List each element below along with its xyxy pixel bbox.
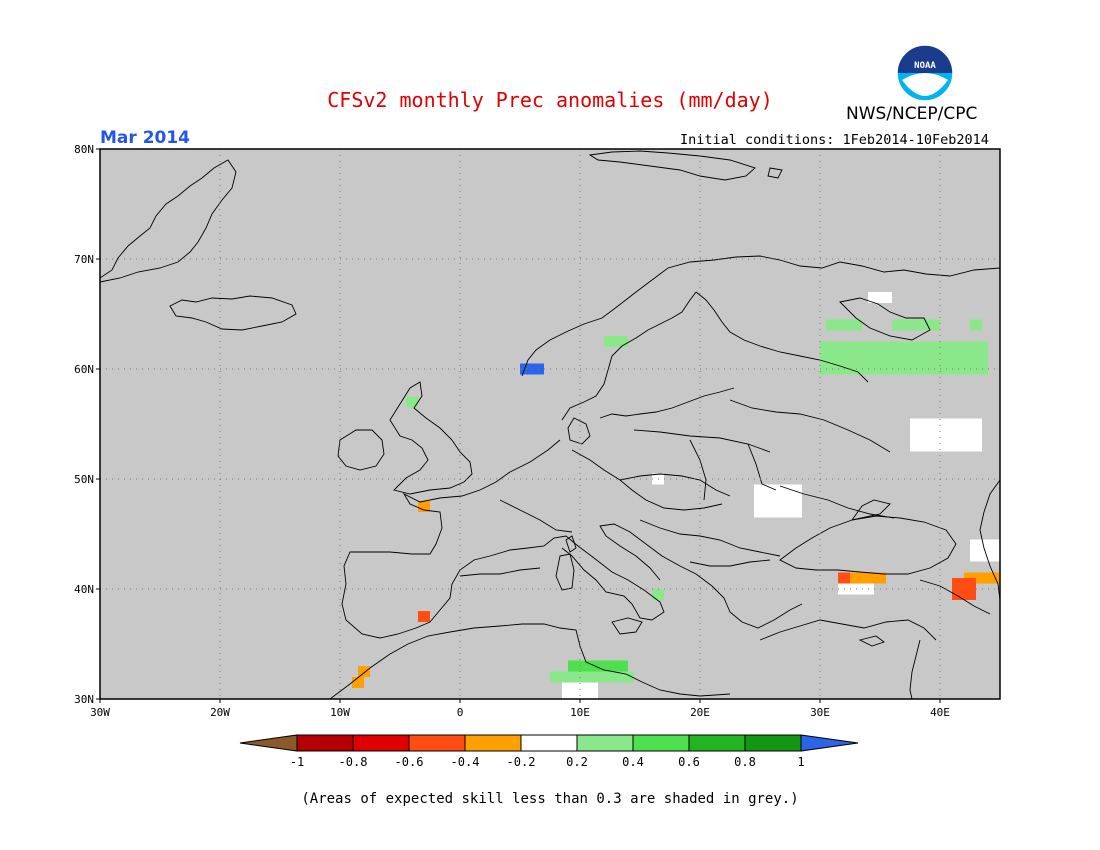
anomaly-cell [964, 572, 1000, 584]
anomaly-cell [754, 484, 802, 518]
lon-label: 30W [90, 706, 110, 719]
lon-label: 0 [457, 706, 464, 719]
anomaly-cell [418, 611, 430, 622]
anomaly-cell [406, 396, 418, 408]
graticule [100, 149, 1000, 699]
colorbar [239, 734, 859, 752]
colorbar-tick-label: 0.4 [622, 755, 644, 769]
longitude-labels: 30W 20W 10W 0 10E 20E 30E 40E [90, 699, 950, 719]
anomaly-cell [352, 677, 364, 688]
colorbar-labels: -1 -0.8 -0.6 -0.4 -0.2 0.2 0.4 0.6 0.8 1 [290, 755, 805, 769]
anomaly-cell [358, 666, 370, 677]
logo-text: NOAA [914, 61, 936, 71]
latitude-labels: 80N 70N 60N 50N 40N 30N [74, 143, 100, 706]
colorbar-box [296, 734, 354, 752]
agency-label: NWS/NCEP/CPC [846, 104, 978, 124]
colorbar-tick-label: 0.2 [566, 755, 588, 769]
anomaly-cell [418, 501, 430, 512]
colorbar-box [520, 734, 578, 752]
anomaly-cell [970, 319, 982, 331]
map-background [100, 149, 1000, 699]
colorbar-box [352, 734, 410, 752]
colorbar-box [408, 734, 466, 752]
colorbar-box [744, 734, 802, 752]
lon-label: 30E [810, 706, 830, 719]
anomaly-cell [550, 671, 634, 683]
colorbar-box [576, 734, 634, 752]
map-title: CFSv2 monthly Prec anomalies (mm/day) [327, 88, 773, 112]
colorbar-tick-label: -1 [290, 755, 304, 769]
lon-label: 10W [330, 706, 350, 719]
colorbar-tick-label: 0.8 [734, 755, 756, 769]
anomaly-cell [838, 572, 850, 584]
colorbar-tick-label: -0.2 [507, 755, 536, 769]
lat-label: 60N [74, 363, 94, 376]
colorbar-left-arrow [239, 734, 298, 752]
noaa-logo: NOAA [896, 44, 954, 102]
initial-conditions-label: Initial conditions: 1Feb2014-10Feb2014 [680, 132, 989, 148]
anomaly-cell [604, 336, 628, 347]
colorbar-tick-label: 0.6 [678, 755, 700, 769]
lat-label: 40N [74, 583, 94, 596]
anomaly-cell [826, 319, 862, 331]
colorbar-right-arrow [800, 734, 859, 752]
colorbar-tick-label: 1 [797, 755, 804, 769]
anomaly-cell [868, 292, 892, 303]
lat-label: 50N [74, 473, 94, 486]
lon-label: 40E [930, 706, 950, 719]
lat-label: 30N [74, 693, 94, 706]
anomaly-cell [910, 418, 982, 452]
anomaly-cell [970, 539, 1006, 562]
colorbar-tick-label: -0.4 [451, 755, 480, 769]
lat-label: 70N [74, 253, 94, 266]
anomaly-cell [568, 660, 628, 672]
colorbar-tick-label: -0.6 [395, 755, 424, 769]
colorbar-box [688, 734, 746, 752]
coastlines [99, 150, 1001, 700]
skill-footnote: (Areas of expected skill less than 0.3 a… [301, 791, 799, 807]
lon-label: 20E [690, 706, 710, 719]
lat-label: 80N [74, 143, 94, 156]
colorbar-tick-label: -0.8 [339, 755, 368, 769]
colorbar-box [464, 734, 522, 752]
colorbar-box [632, 734, 690, 752]
map-frame [99, 148, 1001, 700]
lon-label: 10E [570, 706, 590, 719]
anomaly-cell [850, 572, 886, 584]
forecast-month-label: Mar 2014 [100, 128, 191, 148]
anomaly-cell [820, 341, 988, 375]
lon-label: 20W [210, 706, 230, 719]
anomaly-cell [892, 319, 940, 331]
anomaly-cell [652, 589, 664, 600]
